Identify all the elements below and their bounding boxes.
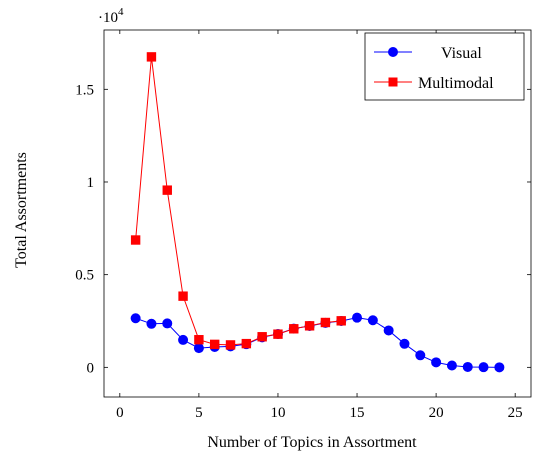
legend-label-visual: Visual — [441, 45, 482, 62]
data-point-visual — [130, 313, 141, 324]
data-point-visual — [383, 325, 394, 336]
data-point-visual — [399, 338, 410, 349]
data-point-visual — [494, 362, 505, 373]
axes: 0 5 10 15 20 25 0 0.5 1 1.5 — [75, 29, 532, 421]
x-tick-label: 20 — [429, 405, 444, 421]
data-point-multimodal — [162, 185, 172, 195]
data-point-visual — [415, 350, 426, 361]
x-tick-label: 10 — [270, 405, 285, 421]
data-point-visual — [431, 357, 442, 368]
series-line-multimodal — [135, 56, 342, 346]
data-point-multimodal — [241, 338, 252, 349]
data-point-multimodal — [289, 324, 299, 334]
series-multimodal — [130, 52, 346, 350]
plot-area — [130, 52, 505, 373]
data-point-multimodal — [194, 335, 204, 345]
legend-box — [364, 32, 525, 101]
legend-swatch-multimodal-marker — [388, 77, 398, 87]
data-point-visual — [446, 360, 457, 371]
x-tick-label: 0 — [116, 405, 124, 421]
y-axis-label: Total Assortments — [13, 152, 30, 268]
data-point-multimodal — [336, 316, 346, 326]
y-tick-label: 1.5 — [75, 82, 94, 98]
data-point-visual — [162, 318, 173, 329]
y-axis-scale-label: ·104 — [98, 6, 124, 26]
data-point-multimodal — [273, 329, 283, 339]
data-point-multimodal — [146, 52, 157, 62]
data-point-multimodal — [178, 291, 188, 301]
data-point-multimodal — [320, 317, 331, 328]
plot-frame — [103, 29, 532, 398]
legend-label-multimodal: Multimodal — [418, 75, 494, 92]
series-visual — [130, 312, 505, 373]
series-line-visual — [135, 317, 500, 368]
data-point-visual — [352, 312, 363, 323]
x-tick-label: 5 — [195, 405, 203, 421]
legend-swatch-visual-marker — [388, 47, 398, 57]
legend: Visual Multimodal — [364, 32, 525, 101]
data-point-multimodal — [304, 321, 315, 331]
data-point-multimodal — [210, 339, 220, 350]
legend-item-multimodal: Multimodal — [374, 75, 494, 92]
data-point-visual — [178, 334, 189, 345]
legend-item-visual: Visual — [374, 45, 482, 62]
data-point-multimodal — [257, 332, 267, 342]
y-tick-label: 1 — [87, 175, 95, 191]
y-tick-label: 0.5 — [75, 268, 94, 284]
y-tick-label: 0 — [87, 360, 95, 376]
data-point-visual — [478, 362, 489, 373]
data-point-multimodal — [130, 235, 141, 245]
data-point-multimodal — [225, 340, 236, 350]
data-point-visual — [367, 315, 378, 326]
x-tick-label: 25 — [508, 405, 523, 421]
data-point-visual — [462, 361, 473, 372]
x-axis-label: Number of Topics in Assortment — [207, 434, 417, 451]
data-point-visual — [146, 318, 157, 329]
data-point-visual — [193, 343, 204, 354]
x-tick-label: 15 — [350, 405, 365, 421]
